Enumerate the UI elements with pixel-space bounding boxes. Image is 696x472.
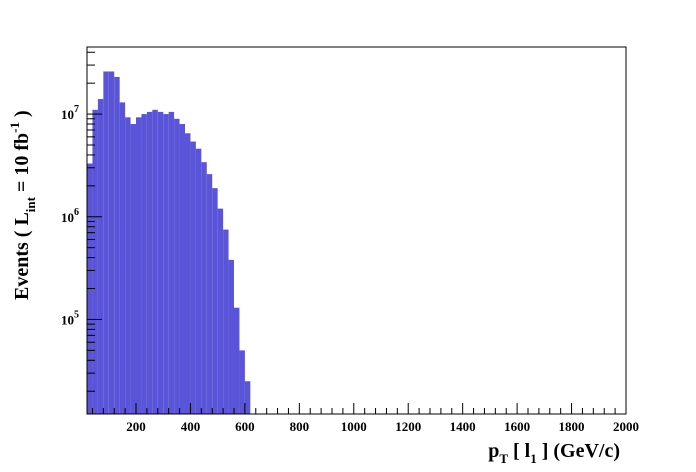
x-tick-label: 200 xyxy=(126,419,146,434)
histogram-bar xyxy=(119,102,126,415)
histogram-bar xyxy=(185,133,191,414)
x-tick-label: 400 xyxy=(181,419,201,434)
y-tick-label: 105 xyxy=(61,309,79,327)
histogram-bar xyxy=(201,162,207,414)
histogram-bar xyxy=(103,71,109,415)
histogram-bar xyxy=(130,124,136,414)
histogram-bar xyxy=(228,259,234,414)
histogram-bar xyxy=(195,148,202,414)
histogram-bar xyxy=(136,117,142,414)
histogram-bar xyxy=(168,111,175,414)
plot-frame xyxy=(86,46,627,415)
histogram-bar xyxy=(244,381,251,414)
histogram-bar xyxy=(141,114,147,415)
histogram-bar xyxy=(212,188,218,414)
y-axis-ticks: 107 106 105 xyxy=(61,51,102,392)
histogram-bar xyxy=(217,208,224,414)
histogram-bar xyxy=(239,350,245,414)
x-tick-label: 600 xyxy=(235,419,255,434)
histogram-bar xyxy=(125,117,131,414)
x-axis-title: pT [ l1 ] (GeV/c) xyxy=(488,440,620,466)
x-axis-ticks: 200 400 600 800 1000 1200 1400 1600 1800 2000 xyxy=(91,403,639,434)
x-tick-label: 800 xyxy=(290,419,310,434)
histogram-bar xyxy=(223,229,229,414)
y-axis-title: Events ( Lint = 10 fb-1 ) xyxy=(7,110,38,300)
x-tick-label: 2000 xyxy=(613,419,639,434)
histogram-bar xyxy=(234,307,240,414)
histogram-bar xyxy=(97,99,104,414)
x-tick-label: 1400 xyxy=(450,419,476,434)
y-tick-label: 106 xyxy=(61,207,79,225)
histogram-bar xyxy=(152,109,158,414)
x-tick-label: 1800 xyxy=(559,419,585,434)
histogram-bar xyxy=(179,124,185,414)
x-tick-label: 1600 xyxy=(504,419,530,434)
x-tick-label: 1200 xyxy=(395,419,421,434)
histogram-bar xyxy=(108,71,115,415)
histogram-bar xyxy=(163,114,169,415)
histogram-bar xyxy=(174,118,180,414)
y-tick-label: 107 xyxy=(61,104,79,122)
histogram-bar xyxy=(157,111,164,414)
axes xyxy=(86,46,627,415)
histogram-bar xyxy=(92,109,98,414)
x-tick-label: 1000 xyxy=(341,419,367,434)
histogram-bars xyxy=(87,71,251,415)
histogram-bar xyxy=(190,141,196,414)
histogram-bar xyxy=(146,111,153,414)
histogram-bar xyxy=(114,76,120,414)
histogram-bar xyxy=(206,174,213,414)
